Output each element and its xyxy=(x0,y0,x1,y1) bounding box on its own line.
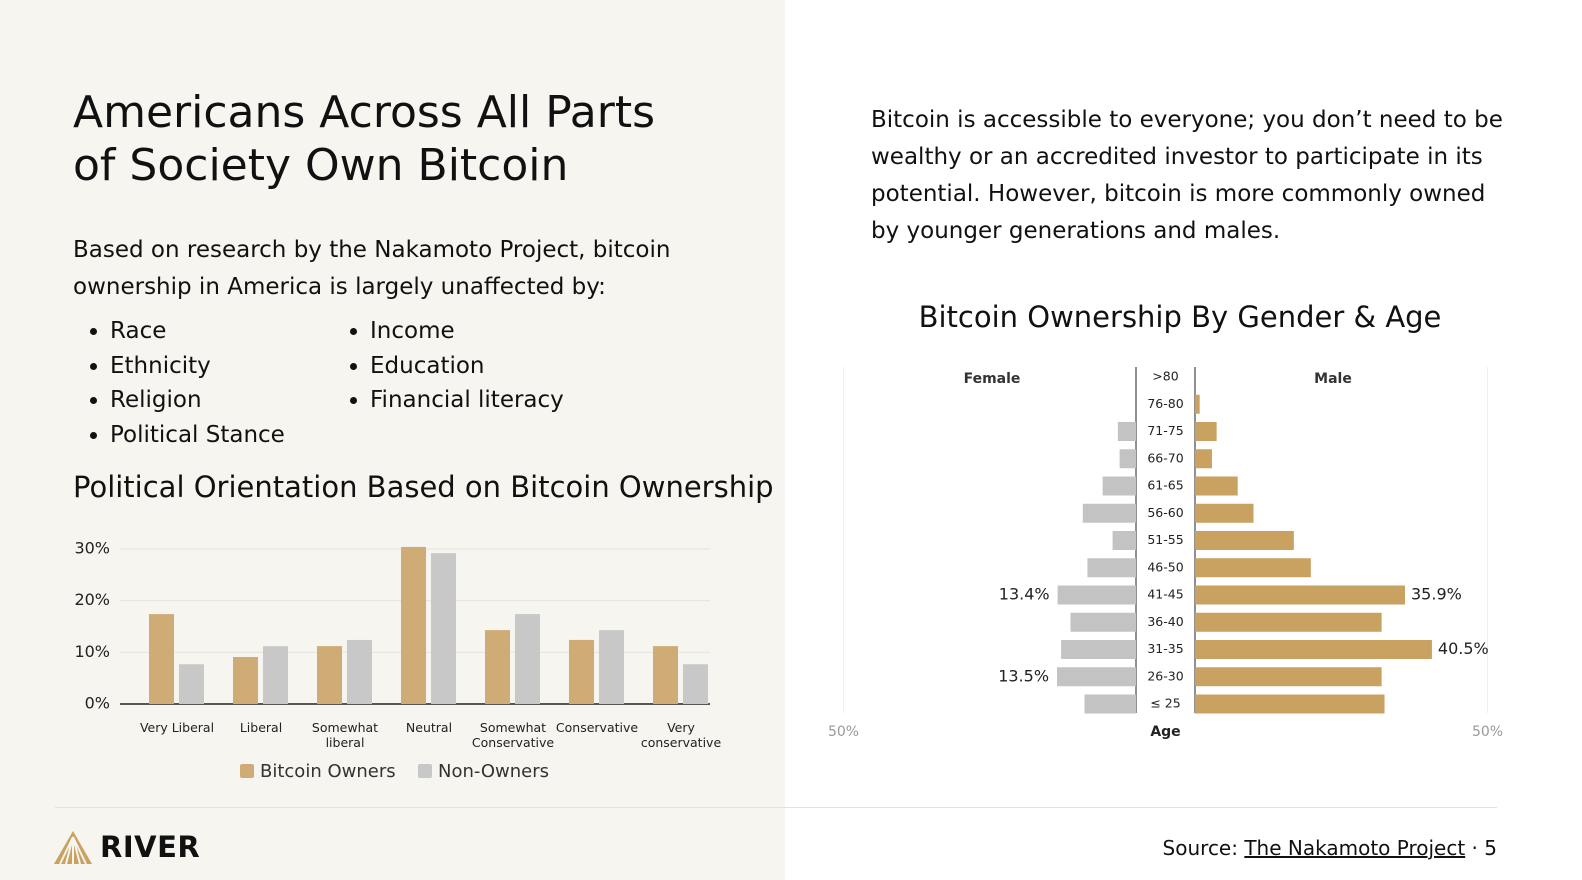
y-tick-label: 36-40 xyxy=(1147,614,1183,629)
bullet-list: Race Ethnicity Religion Political Stance xyxy=(73,314,285,452)
y-tick-label: 41-45 xyxy=(1147,587,1183,602)
bullet: Religion xyxy=(110,383,285,418)
x-tick-label: Somewhat Conservative xyxy=(471,720,555,750)
y-tick-label: 31-35 xyxy=(1147,641,1183,656)
y-tick-label: 20% xyxy=(74,590,110,609)
bar xyxy=(317,646,342,704)
legend-swatch xyxy=(418,764,432,778)
y-tick-label: 10% xyxy=(74,642,110,661)
bar xyxy=(1195,503,1254,523)
x-tick-label: 50% xyxy=(1472,724,1503,740)
bar xyxy=(1195,612,1382,632)
bar xyxy=(1195,667,1382,687)
slide-title: Americans Across All Parts of Society Ow… xyxy=(73,87,656,191)
x-tick-label: Liberal xyxy=(239,720,283,735)
chart-title: Bitcoin Ownership By Gender & Age xyxy=(918,300,1442,334)
bar xyxy=(263,646,288,704)
source-label: Source: xyxy=(1162,836,1238,860)
intro-text: Based on research by the Nakamoto Projec… xyxy=(73,237,671,300)
bar xyxy=(1195,640,1432,659)
y-tick-label: 0% xyxy=(85,694,110,713)
y-tick-label: 56-60 xyxy=(1147,505,1183,520)
bar xyxy=(1070,612,1136,632)
bullet-list: Income Education Financial literacy xyxy=(333,314,564,418)
data-label: 13.5% xyxy=(998,666,1049,685)
y-tick-label: 26-30 xyxy=(1147,668,1183,683)
bar xyxy=(1195,394,1200,414)
bar xyxy=(1057,667,1136,687)
y-tick-label: ≤ 25 xyxy=(1150,696,1180,711)
bar xyxy=(485,630,510,704)
bar xyxy=(179,664,204,704)
bullet: Ethnicity xyxy=(110,349,285,384)
bar xyxy=(1087,558,1136,578)
bar xyxy=(233,656,258,704)
bar xyxy=(1061,640,1136,659)
bullet: Education xyxy=(370,349,564,384)
y-tick-label: 46-50 xyxy=(1147,559,1183,574)
y-tick-label: 76-80 xyxy=(1147,396,1183,411)
y-tick-label: 61-65 xyxy=(1147,478,1183,493)
data-label: 40.5% xyxy=(1438,639,1489,658)
bar xyxy=(1112,531,1136,550)
bar xyxy=(1195,449,1212,469)
bar xyxy=(683,664,708,704)
source: Source: The Nakamoto Project · 5 xyxy=(1162,836,1497,860)
y-tick-label: 51-55 xyxy=(1147,532,1183,547)
brand: RIVER xyxy=(100,830,201,864)
source-link[interactable]: The Nakamoto Project xyxy=(1244,836,1466,860)
bullet: Race xyxy=(110,314,285,349)
bar xyxy=(599,630,624,704)
bar xyxy=(1195,476,1238,496)
legend-label: Bitcoin Owners xyxy=(260,761,396,782)
y-tick-label: >80 xyxy=(1152,369,1178,384)
bar xyxy=(1195,531,1294,550)
bar xyxy=(1057,585,1136,605)
series-label: Female xyxy=(964,371,1021,387)
logo-icon xyxy=(54,831,92,865)
bullet: Political Stance xyxy=(110,418,285,453)
bar xyxy=(1082,503,1136,523)
x-tick-label: Very Liberal xyxy=(139,720,215,735)
legend-swatch xyxy=(240,764,254,778)
bar xyxy=(1119,449,1136,469)
bar xyxy=(1102,476,1136,496)
axis-label: Age xyxy=(1150,724,1180,740)
legend-label: Non-Owners xyxy=(438,761,549,782)
bar xyxy=(347,639,372,704)
bullet: Income xyxy=(370,314,564,349)
x-tick-label: Somewhat liberal xyxy=(311,720,379,750)
bar xyxy=(653,646,678,704)
page-number: 5 xyxy=(1484,836,1497,860)
y-tick-label: 30% xyxy=(74,539,110,558)
bar xyxy=(431,553,456,704)
description: Bitcoin is accessible to everyone; you d… xyxy=(871,107,1503,244)
x-tick-label: Very conservative xyxy=(640,720,722,750)
bar xyxy=(149,614,174,704)
x-tick-label: Neutral xyxy=(405,720,453,735)
bar xyxy=(515,614,540,704)
bar xyxy=(1195,585,1406,605)
bar xyxy=(1084,694,1136,714)
left-panel xyxy=(0,0,785,880)
footer-divider xyxy=(55,807,1497,808)
x-tick-label: 50% xyxy=(828,724,859,740)
series-label: Male xyxy=(1314,371,1352,387)
bar xyxy=(1195,694,1385,714)
x-tick-label: Conservative xyxy=(555,720,639,735)
data-label: 35.9% xyxy=(1411,585,1462,604)
bar xyxy=(1195,422,1217,441)
chart-title: Political Orientation Based on Bitcoin O… xyxy=(73,470,774,504)
data-label: 13.4% xyxy=(999,585,1050,604)
y-tick-label: 66-70 xyxy=(1147,450,1183,465)
bar xyxy=(1117,422,1136,441)
bar xyxy=(1195,558,1311,578)
bar xyxy=(401,546,426,704)
y-tick-label: 71-75 xyxy=(1147,423,1183,438)
bullet: Financial literacy xyxy=(370,383,564,418)
bar xyxy=(569,639,594,704)
